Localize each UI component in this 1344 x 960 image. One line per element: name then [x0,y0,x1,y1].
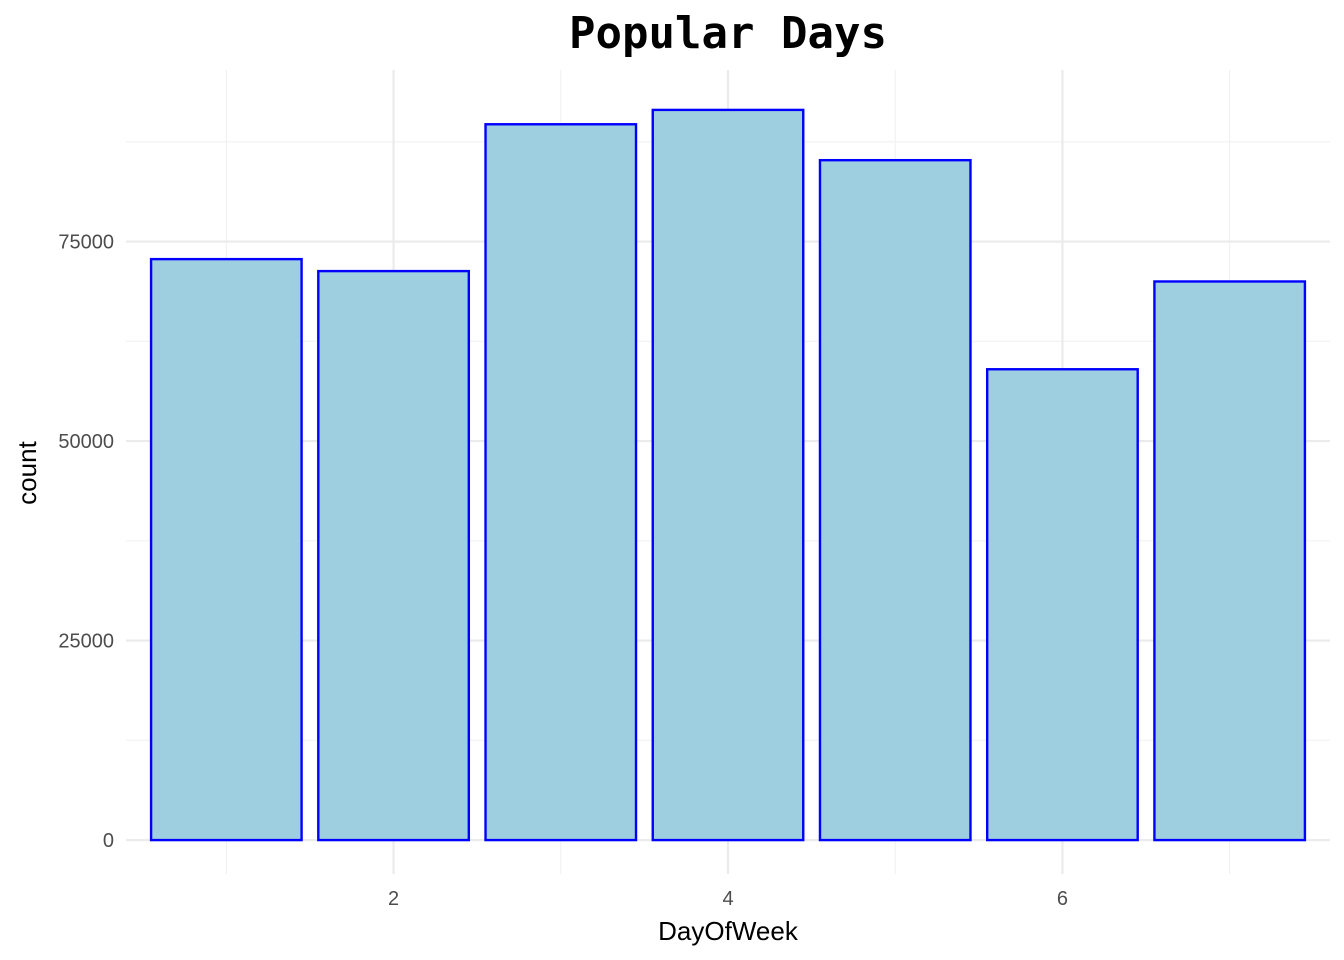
x-axis-ticks: 2 4 6 [388,888,1068,910]
chart-title: Popular Days [569,8,887,59]
x-tick-label: 6 [1057,888,1068,910]
y-tick-label: 75000 [58,232,114,254]
bar-day-4 [651,108,805,842]
bar-day-2 [317,269,471,842]
y-tick-label: 0 [103,830,114,852]
x-tick-label: 4 [722,888,733,910]
bars [149,108,1307,842]
bar-day-6 [985,368,1139,842]
y-tick-label: 50000 [58,431,114,453]
bar-day-5 [818,158,972,842]
x-axis-title: DayOfWeek [658,916,799,946]
x-tick-label: 2 [388,888,399,910]
y-axis-ticks: 0 25000 50000 75000 [58,232,114,853]
bar-day-3 [484,123,638,842]
bar-day-7 [1153,280,1307,842]
y-axis-title: count [12,440,42,504]
bar-day-1 [149,257,303,842]
y-tick-label: 25000 [58,631,114,653]
